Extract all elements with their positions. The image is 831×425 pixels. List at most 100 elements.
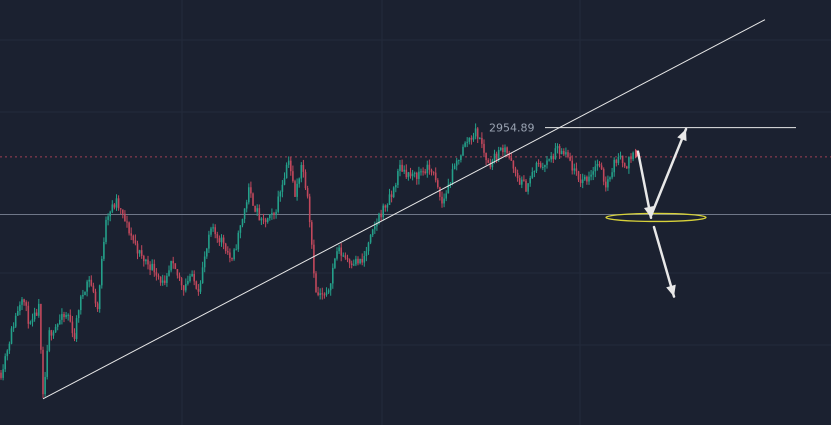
candle-body <box>321 293 324 295</box>
candle-body <box>164 280 166 283</box>
candle-body <box>447 184 450 194</box>
candle-body <box>248 187 250 203</box>
candle-body <box>430 169 433 173</box>
candle-body <box>525 180 527 192</box>
candle-body <box>0 372 2 378</box>
candle-body <box>502 148 504 153</box>
candle-body <box>500 148 502 150</box>
candle-body <box>544 164 546 168</box>
candle-body <box>592 171 594 175</box>
candle-body <box>311 222 313 245</box>
candle-body <box>390 194 393 198</box>
candle-body <box>176 269 179 276</box>
candle-body <box>273 213 275 215</box>
candle-body <box>119 208 122 210</box>
candle-body <box>231 257 233 260</box>
candle-body <box>111 204 114 212</box>
candle-body <box>403 169 405 172</box>
candle-body <box>258 208 261 221</box>
candle-body <box>386 204 389 208</box>
candle-body <box>586 176 588 182</box>
candle-body <box>609 177 611 180</box>
candle-body <box>90 279 93 286</box>
arrow-pullback-shaft <box>636 150 653 220</box>
candle-body <box>554 148 557 160</box>
candle-body <box>306 188 309 197</box>
candle-body <box>378 213 380 224</box>
candle-body <box>632 152 634 160</box>
candle-body <box>50 330 53 336</box>
candle-body <box>539 163 542 168</box>
candle-body <box>621 155 624 164</box>
candle-body <box>508 152 510 158</box>
candle-body <box>174 263 177 270</box>
candle-body <box>388 194 391 205</box>
candle-body <box>445 193 447 199</box>
candle-body <box>579 179 582 184</box>
candle-body <box>315 273 317 293</box>
candle-body <box>283 178 286 185</box>
candle-body <box>239 225 242 233</box>
candle-body <box>65 314 67 318</box>
candle-body <box>195 281 198 289</box>
candle-body <box>542 167 544 169</box>
candle-body <box>250 187 252 194</box>
candle-body <box>569 156 571 161</box>
candle-body <box>6 350 9 357</box>
candle-body <box>411 173 414 177</box>
candle-body <box>218 238 221 243</box>
ascending-trendline <box>42 19 766 400</box>
candle-body <box>182 285 185 291</box>
candle-body <box>401 164 403 172</box>
candle-body <box>143 255 145 262</box>
candle-body <box>537 163 540 165</box>
candle-body <box>241 219 244 226</box>
candle-body <box>290 160 292 172</box>
candle-body <box>357 258 359 264</box>
candle-body <box>407 172 410 178</box>
arrow-up-scenario-shaft <box>649 127 688 218</box>
candle-body <box>472 136 475 140</box>
candle-body <box>157 275 160 277</box>
candle-body <box>600 165 603 170</box>
candle-body <box>344 255 347 258</box>
candle-body <box>54 326 57 333</box>
candle-body <box>235 249 237 251</box>
candle-body <box>206 248 208 257</box>
candle-body <box>527 183 529 192</box>
candle-body <box>432 172 435 174</box>
candle-body <box>395 185 397 188</box>
candle-body <box>405 169 408 178</box>
candle-body <box>193 274 195 282</box>
candle-body <box>560 150 563 155</box>
candle-body <box>33 312 36 320</box>
candle-body <box>413 172 416 174</box>
candle-body <box>134 240 137 244</box>
candle-body <box>529 177 531 184</box>
candle-body <box>149 264 151 270</box>
candle-body <box>348 259 351 264</box>
candle-body <box>88 279 90 282</box>
candle-body <box>495 153 498 160</box>
candle-body <box>623 163 626 167</box>
candle-layer <box>0 123 641 399</box>
candle-body <box>605 181 607 188</box>
candle-body <box>409 172 412 177</box>
candle-body <box>21 299 23 305</box>
arrow-down-scenario-shaft <box>652 225 676 298</box>
breakout-zone-ellipse <box>605 212 707 223</box>
candle-body <box>563 150 565 155</box>
candle-body <box>323 294 326 296</box>
candle-body <box>384 205 387 208</box>
candle-body <box>581 179 584 184</box>
candle-body <box>115 198 118 208</box>
candle-body <box>300 164 303 179</box>
candle-body <box>558 146 561 155</box>
candle-body <box>367 242 370 252</box>
candle-body <box>491 160 494 168</box>
candle-body <box>287 160 290 165</box>
candle-body <box>380 213 382 218</box>
candle-body <box>214 227 216 235</box>
candle-body <box>155 272 158 276</box>
